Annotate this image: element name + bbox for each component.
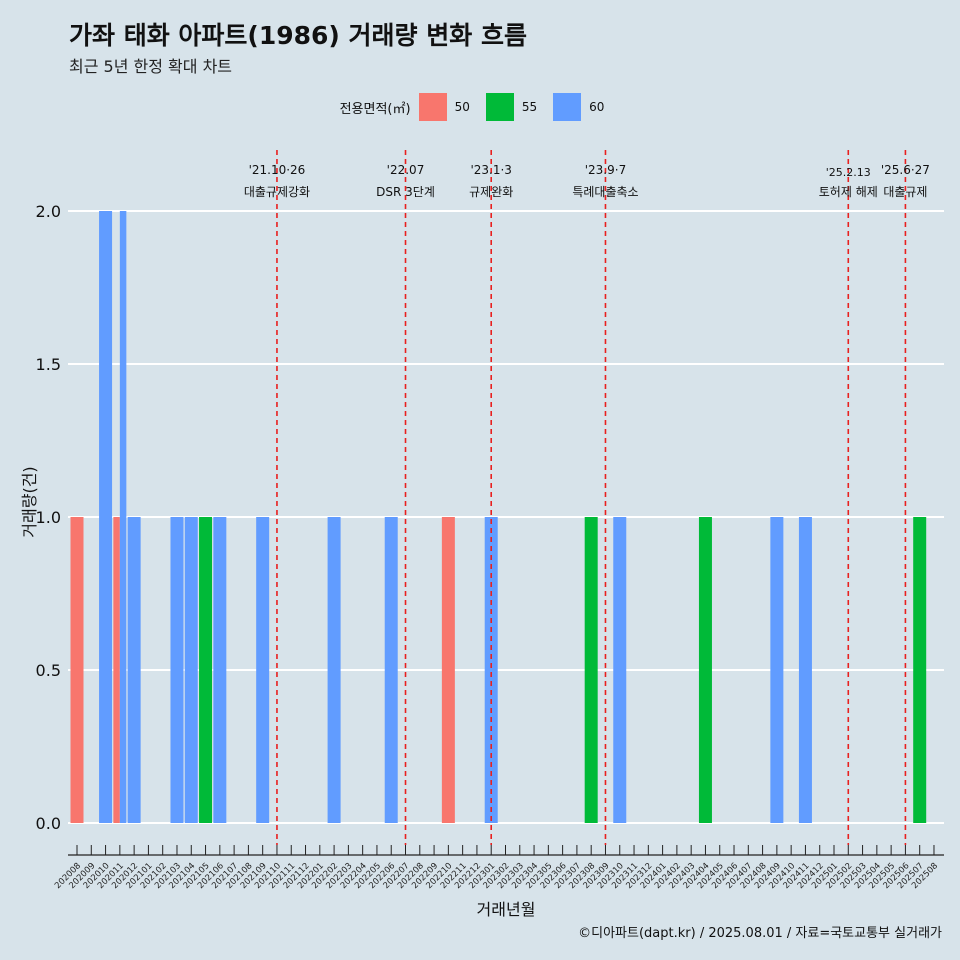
- legend-key-55: [485, 93, 514, 121]
- bar-55-202105: [199, 517, 213, 823]
- y-tick-label: 0.0: [36, 814, 61, 833]
- y-axis-title: 거래량(건): [20, 466, 39, 537]
- bar-60-202106: [213, 517, 227, 823]
- y-tick-label: 0.5: [36, 661, 61, 680]
- bar-60-202206: [384, 517, 398, 823]
- chart-subtitle: 최근 5년 한정 확대 차트: [69, 57, 233, 76]
- bar-50-202210: [441, 517, 455, 823]
- bar-60-202109: [256, 517, 270, 823]
- bar-60-202103: [170, 517, 184, 823]
- policy-date-label: '23.9·7: [585, 163, 626, 177]
- legend-label-50: 50: [454, 100, 470, 114]
- legend-item-50: 50: [418, 93, 470, 121]
- bar-55-202404: [698, 517, 712, 823]
- bar-60-202010: [99, 211, 113, 823]
- policy-annotations: '21.10·26 대출규제강화 '22.07 DSR 3단계 '23.1·3 규제완화 '…: [244, 150, 930, 845]
- legend: 전용면적(㎡) 50 55 60: [0, 92, 960, 122]
- policy-date-label: '21.10·26: [249, 163, 306, 177]
- policy-date-label: '25.6·27: [881, 163, 930, 177]
- bar-60-202011: [119, 211, 127, 823]
- policy-text-label: DSR 3단계: [376, 185, 435, 199]
- bar-55-202308: [584, 517, 598, 823]
- policy-text-label: 특례대출축소: [572, 185, 638, 199]
- bar-60-202202: [327, 517, 341, 823]
- bar-60-202301: [484, 517, 498, 823]
- y-tick-label: 2.0: [36, 202, 61, 221]
- policy-text-label: 대출규제: [883, 185, 927, 199]
- bar-60-202104: [184, 517, 198, 823]
- y-tick-label: 1.0: [36, 508, 61, 527]
- legend-title: 전용면적(㎡): [339, 101, 411, 117]
- bars: [70, 211, 927, 823]
- policy-text-label: 규제완화: [469, 185, 513, 199]
- legend-label-55: 55: [521, 100, 538, 114]
- bar-60-202310: [613, 517, 627, 823]
- policy-date-label: '25.2.13: [826, 166, 871, 179]
- bar-55-202507: [913, 517, 927, 823]
- bar-60-202409: [770, 517, 784, 823]
- legend-item-55: 55: [485, 93, 538, 121]
- axes: 0.00.51.01.52.02020082020092020102020112…: [20, 202, 944, 919]
- chart-title: 가좌 태화 아파트(1986) 거래량 변화 흐름: [69, 21, 527, 50]
- legend-label-60: 60: [589, 100, 605, 114]
- policy-date-label: '22.07: [387, 163, 425, 177]
- legend-key-60: [553, 93, 582, 121]
- y-tick-label: 1.5: [36, 355, 61, 374]
- source-caption: ©디아파트(dapt.kr) / 2025.08.01 / 자료=국토교통부 실…: [578, 926, 942, 941]
- x-axis-title: 거래년월: [477, 900, 536, 919]
- bar-50-202011: [113, 517, 120, 823]
- policy-date-label: '23.1·3: [470, 163, 511, 177]
- legend-item-60: 60: [553, 93, 604, 121]
- bar-60-202012: [127, 517, 141, 823]
- policy-text-label: 토허제 해제: [819, 185, 878, 199]
- policy-text-label: 대출규제강화: [244, 185, 310, 199]
- legend-key-50: [418, 93, 447, 121]
- bar-60-202411: [798, 517, 812, 823]
- bar-50-202008: [70, 517, 84, 823]
